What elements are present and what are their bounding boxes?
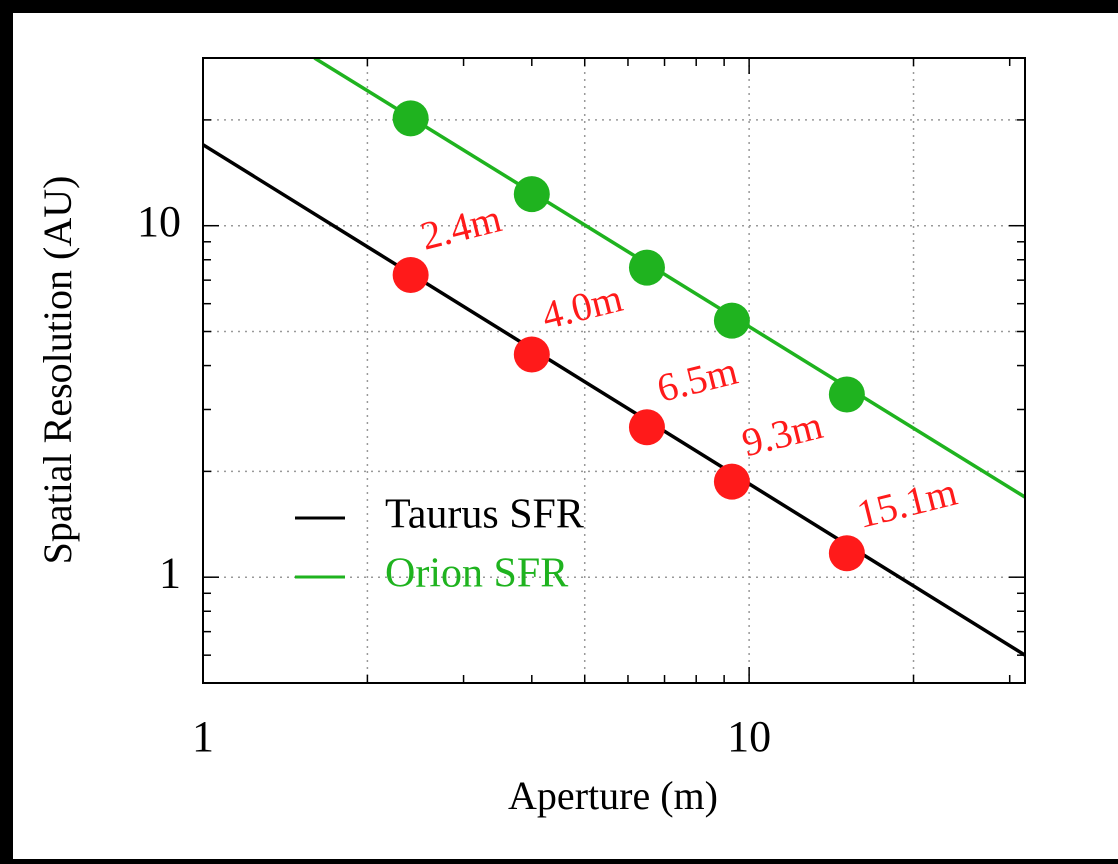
marker [713,463,750,500]
marker [628,409,665,446]
marker [392,257,429,294]
y-tick-label: 1 [159,548,181,597]
x-tick-label: 10 [727,712,771,761]
legend-label: Orion SFR [385,551,568,597]
y-axis-label: Spatial Resolution (AU) [35,176,80,565]
marker [392,100,429,137]
marker [828,535,865,572]
legend-label: Taurus SFR [385,492,584,538]
marker [513,176,550,213]
panel [13,13,1118,859]
series-line [313,58,1025,499]
x-tick-label: 1 [192,712,214,761]
y-tick-label: 10 [137,197,181,246]
marker [628,249,665,286]
x-axis-label: Aperture (m) [508,773,718,818]
plot-frame [202,57,1026,684]
marker [713,302,750,339]
plot-area [203,58,1025,657]
series-line [203,143,1025,657]
marker [828,376,865,413]
marker [513,336,550,373]
